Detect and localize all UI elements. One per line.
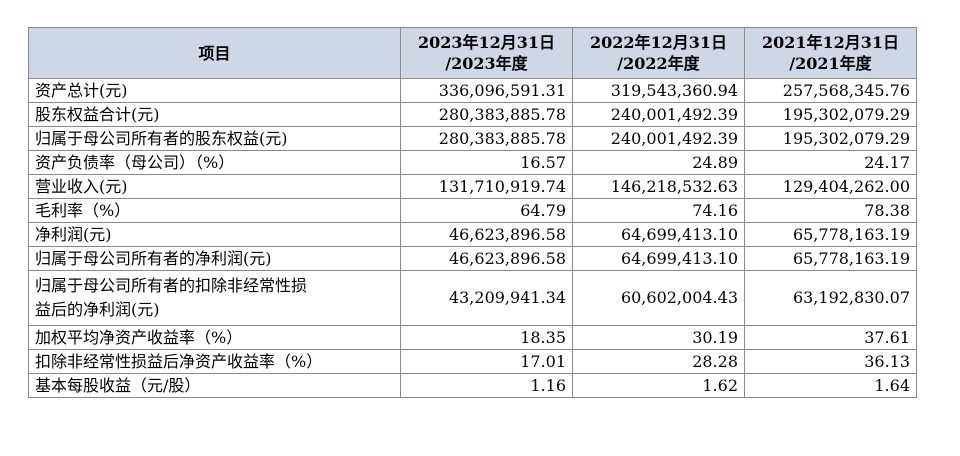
value-2021: 78.38 [744,198,917,223]
row-label: 股东权益合计(元) [28,102,401,127]
table-row: 资产负债率（母公司）（%） 16.57 24.89 24.17 [28,150,917,175]
table-row: 基本每股收益（元/股） 1.16 1.62 1.64 [28,373,917,398]
row-label: 归属于母公司所有者的股东权益(元) [28,126,401,151]
value-2023: 336,096,591.31 [400,78,573,103]
value-2022: 146,218,532.63 [572,174,745,199]
financial-summary-table: 项目 2023年12月31日 /2023年度 2022年12月31日 /2022… [28,27,917,398]
table-row: 毛利率（%） 64.79 74.16 78.38 [28,198,917,223]
value-2021: 65,778,163.19 [744,222,917,247]
header-2023-date: 2023年12月31日 [417,33,556,52]
value-2022: 60,602,004.43 [572,270,745,326]
value-2021: 36.13 [744,349,917,374]
row-label: 净利润(元) [28,222,401,247]
value-2021: 63,192,830.07 [744,270,917,326]
header-2022-date: 2022年12月31日 [589,33,728,52]
value-2023: 1.16 [400,373,573,398]
header-item: 项目 [28,27,401,79]
value-2022: 240,001,492.39 [572,102,745,127]
value-2021: 1.64 [744,373,917,398]
header-2022-year: /2022年度 [617,54,700,73]
value-2023: 64.79 [400,198,573,223]
row-label-line2: 益后的净利润(元) [35,300,160,319]
row-label: 资产总计(元) [28,78,401,103]
table-header-row: 项目 2023年12月31日 /2023年度 2022年12月31日 /2022… [28,27,917,79]
table-row: 股东权益合计(元) 280,383,885.78 240,001,492.39 … [28,102,917,127]
value-2023: 18.35 [400,325,573,350]
value-2021: 37.61 [744,325,917,350]
row-label-line1: 归属于母公司所有者的扣除非经常性损 [35,276,308,295]
header-2023: 2023年12月31日 /2023年度 [400,27,573,79]
value-2022: 24.89 [572,150,745,175]
value-2023: 43,209,941.34 [400,270,573,326]
value-2021: 129,404,262.00 [744,174,917,199]
header-2022: 2022年12月31日 /2022年度 [572,27,745,79]
value-2022: 28.28 [572,349,745,374]
value-2021: 65,778,163.19 [744,246,917,271]
value-2022: 64,699,413.10 [572,246,745,271]
value-2022: 319,543,360.94 [572,78,745,103]
value-2021: 257,568,345.76 [744,78,917,103]
header-2021-date: 2021年12月31日 [761,33,900,52]
value-2022: 64,699,413.10 [572,222,745,247]
header-2021-year: /2021年度 [789,54,872,73]
row-label: 归属于母公司所有者的净利润(元) [28,246,401,271]
row-label: 资产负债率（母公司）（%） [28,150,401,175]
table-row: 归属于母公司所有者的扣除非经常性损 益后的净利润(元) 43,209,941.3… [28,270,917,326]
value-2023: 280,383,885.78 [400,102,573,127]
row-label: 加权平均净资产收益率（%） [28,325,401,350]
value-2023: 17.01 [400,349,573,374]
row-label: 营业收入(元) [28,174,401,199]
value-2022: 74.16 [572,198,745,223]
value-2022: 30.19 [572,325,745,350]
financial-table-container: 项目 2023年12月31日 /2023年度 2022年12月31日 /2022… [28,27,917,398]
header-2023-year: /2023年度 [445,54,528,73]
row-label: 毛利率（%） [28,198,401,223]
value-2022: 240,001,492.39 [572,126,745,151]
value-2022: 1.62 [572,373,745,398]
table-row: 资产总计(元) 336,096,591.31 319,543,360.94 25… [28,78,917,103]
value-2023: 46,623,896.58 [400,222,573,247]
value-2023: 131,710,919.74 [400,174,573,199]
header-2021: 2021年12月31日 /2021年度 [744,27,917,79]
value-2023: 16.57 [400,150,573,175]
value-2021: 195,302,079.29 [744,102,917,127]
row-label: 扣除非经常性损益后净资产收益率（%） [28,349,401,374]
value-2021: 195,302,079.29 [744,126,917,151]
table-row: 加权平均净资产收益率（%） 18.35 30.19 37.61 [28,325,917,350]
table-row: 归属于母公司所有者的股东权益(元) 280,383,885.78 240,001… [28,126,917,151]
value-2023: 280,383,885.78 [400,126,573,151]
table-row: 扣除非经常性损益后净资产收益率（%） 17.01 28.28 36.13 [28,349,917,374]
value-2023: 46,623,896.58 [400,246,573,271]
row-label: 基本每股收益（元/股） [28,373,401,398]
row-label: 归属于母公司所有者的扣除非经常性损 益后的净利润(元) [28,270,401,326]
table-row: 净利润(元) 46,623,896.58 64,699,413.10 65,77… [28,222,917,247]
table-row: 归属于母公司所有者的净利润(元) 46,623,896.58 64,699,41… [28,246,917,271]
value-2021: 24.17 [744,150,917,175]
table-row: 营业收入(元) 131,710,919.74 146,218,532.63 12… [28,174,917,199]
